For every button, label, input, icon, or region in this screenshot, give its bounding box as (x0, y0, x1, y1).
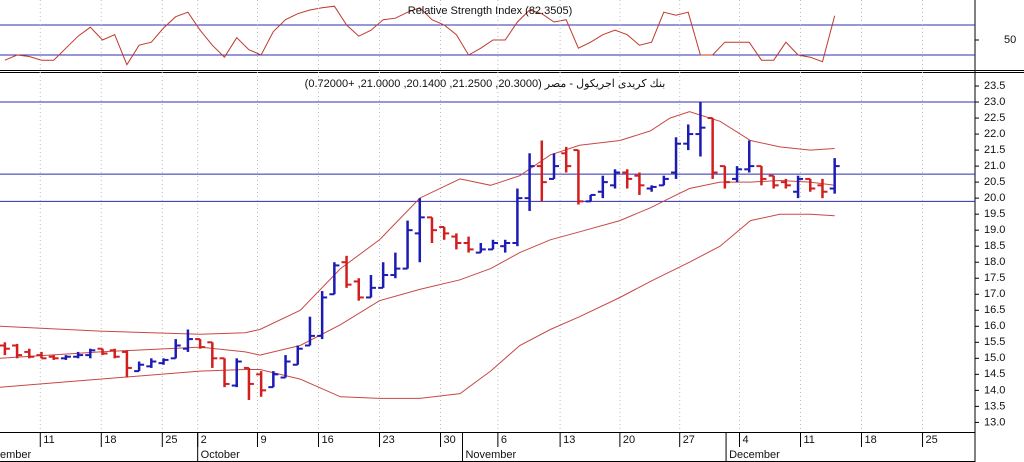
y-tick-label: 17.5 (984, 272, 1005, 284)
y-tick-label: 23.5 (984, 80, 1005, 92)
month-label: October (201, 449, 240, 461)
x-tick-label: 11 (43, 434, 54, 446)
rsi-panel (0, 0, 975, 70)
y-tick-label: 19.0 (984, 224, 1005, 236)
y-tick-label: 16.5 (984, 304, 1005, 316)
y-tick-label: 19.5 (984, 208, 1005, 220)
y-tick-label: 16.0 (984, 320, 1005, 332)
x-tick-label: 6 (501, 434, 507, 446)
bollinger-lower (0, 213, 835, 399)
y-tick-label: 22.0 (984, 128, 1005, 140)
x-tick-label: 25 (926, 434, 938, 446)
x-tick-label: 30 (444, 434, 456, 446)
price-title: بنك كريدى اجريكول - مصر (20.3000, 21.250… (305, 78, 666, 90)
y-tick-label: 14.0 (984, 384, 1005, 396)
y-tick-label: 23.0 (984, 96, 1005, 108)
bollinger-upper (0, 111, 835, 335)
y-tick-label: 21.0 (984, 160, 1005, 172)
x-tick-label: 23 (383, 434, 395, 446)
y-tick-label: 13.0 (984, 416, 1005, 428)
month-label: November (465, 449, 516, 461)
x-tick-label: 4 (742, 434, 748, 446)
price-panel (0, 72, 975, 432)
y-tick-label: 18.0 (984, 256, 1005, 268)
rsi-line (4, 5, 836, 66)
x-tick-label: 13 (563, 434, 575, 446)
x-tick-label: 25 (165, 434, 177, 446)
date-axis: 11 18 25 2 9 16 23 30 6 13 20 27 4 11 18 25 September Oct… (0, 432, 938, 462)
y-tick-label: 13.5 (984, 400, 1005, 412)
month-label: September (0, 449, 32, 461)
y-tick-label: 50 (1004, 34, 1016, 46)
rsi-title: Relative Strength Index (82.3505) (408, 5, 573, 17)
y-tick-label: 17.0 (984, 288, 1005, 300)
bollinger-middle (0, 179, 835, 359)
x-tick-label: 18 (865, 434, 877, 446)
y-tick-label: 20.0 (984, 192, 1005, 204)
y-tick-label: 18.5 (984, 240, 1005, 252)
y-tick-label: 15.0 (984, 352, 1005, 364)
x-tick-label: 18 (104, 434, 116, 446)
x-tick-label: 11 (804, 434, 815, 446)
x-tick-label: 2 (201, 434, 207, 446)
y-tick-label: 15.5 (984, 336, 1005, 348)
y-tick-label: 20.5 (984, 176, 1005, 188)
x-tick-label: 16 (321, 434, 333, 446)
month-label: December (729, 449, 780, 461)
x-tick-label: 27 (683, 434, 695, 446)
y-tick-label: 21.5 (984, 144, 1005, 156)
y-tick-label: 14.5 (984, 368, 1005, 380)
x-tick-label: 9 (260, 434, 266, 446)
x-tick-label: 20 (623, 434, 635, 446)
y-tick-label: 22.5 (984, 112, 1005, 124)
y-axes: 50 13.0 13.5 14.0 14.5 15.0 15.5 16.0 16.5 17.0 17… (975, 34, 1016, 428)
